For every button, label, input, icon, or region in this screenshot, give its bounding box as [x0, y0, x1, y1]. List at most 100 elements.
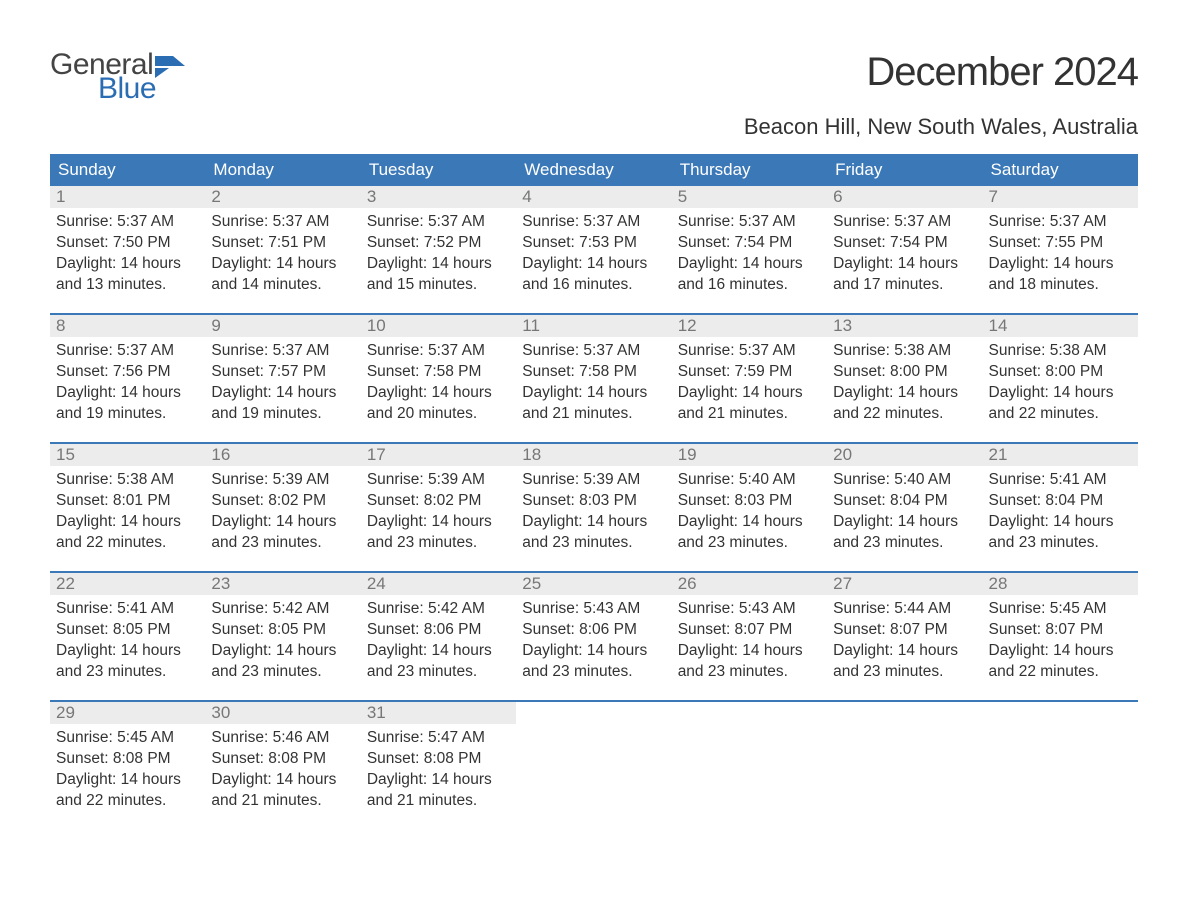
calendar-day-cell: 8Sunrise: 5:37 AMSunset: 7:56 PMDaylight… — [50, 315, 205, 443]
sunset-line: Sunset: 8:07 PM — [678, 620, 821, 641]
sunset-line: Sunset: 7:58 PM — [367, 362, 510, 383]
sunrise-line: Sunrise: 5:43 AM — [678, 599, 821, 620]
calendar-day-cell: 7Sunrise: 5:37 AMSunset: 7:55 PMDaylight… — [983, 186, 1138, 314]
daylight-line: Daylight: 14 hours and 21 minutes. — [211, 770, 354, 812]
day-number: 14 — [983, 315, 1138, 337]
day-number: 6 — [827, 186, 982, 208]
day-details: Sunrise: 5:41 AMSunset: 8:05 PMDaylight:… — [50, 595, 205, 687]
day-number: 1 — [50, 186, 205, 208]
day-details: Sunrise: 5:37 AMSunset: 7:50 PMDaylight:… — [50, 208, 205, 300]
calendar-day-cell: 16Sunrise: 5:39 AMSunset: 8:02 PMDayligh… — [205, 444, 360, 572]
day-number: 21 — [983, 444, 1138, 466]
sunrise-line: Sunrise: 5:37 AM — [522, 341, 665, 362]
day-number: 11 — [516, 315, 671, 337]
daylight-line: Daylight: 14 hours and 13 minutes. — [56, 254, 199, 296]
sunrise-line: Sunrise: 5:41 AM — [989, 470, 1132, 491]
daylight-line: Daylight: 14 hours and 21 minutes. — [522, 383, 665, 425]
sunrise-line: Sunrise: 5:44 AM — [833, 599, 976, 620]
day-details: Sunrise: 5:37 AMSunset: 7:55 PMDaylight:… — [983, 208, 1138, 300]
calendar-day-cell: 11Sunrise: 5:37 AMSunset: 7:58 PMDayligh… — [516, 315, 671, 443]
sunrise-line: Sunrise: 5:40 AM — [678, 470, 821, 491]
header: General Blue December 2024 — [50, 50, 1138, 104]
calendar-day-cell — [672, 702, 827, 830]
daylight-line: Daylight: 14 hours and 21 minutes. — [367, 770, 510, 812]
logo: General Blue — [50, 50, 185, 104]
sunset-line: Sunset: 8:05 PM — [56, 620, 199, 641]
sunset-line: Sunset: 7:58 PM — [522, 362, 665, 383]
daylight-line: Daylight: 14 hours and 23 minutes. — [367, 641, 510, 683]
day-number: 9 — [205, 315, 360, 337]
day-number: 20 — [827, 444, 982, 466]
weekday-header: Thursday — [672, 154, 827, 186]
sunrise-line: Sunrise: 5:37 AM — [56, 212, 199, 233]
day-details: Sunrise: 5:37 AMSunset: 7:58 PMDaylight:… — [361, 337, 516, 429]
daylight-line: Daylight: 14 hours and 23 minutes. — [678, 512, 821, 554]
sunrise-line: Sunrise: 5:37 AM — [367, 212, 510, 233]
sunset-line: Sunset: 7:50 PM — [56, 233, 199, 254]
calendar-day-cell: 4Sunrise: 5:37 AMSunset: 7:53 PMDaylight… — [516, 186, 671, 314]
sunrise-line: Sunrise: 5:38 AM — [989, 341, 1132, 362]
sunrise-line: Sunrise: 5:45 AM — [56, 728, 199, 749]
day-number: 30 — [205, 702, 360, 724]
sunrise-line: Sunrise: 5:37 AM — [211, 341, 354, 362]
sunrise-line: Sunrise: 5:39 AM — [211, 470, 354, 491]
day-details: Sunrise: 5:37 AMSunset: 7:51 PMDaylight:… — [205, 208, 360, 300]
daylight-line: Daylight: 14 hours and 22 minutes. — [56, 770, 199, 812]
day-details: Sunrise: 5:37 AMSunset: 7:56 PMDaylight:… — [50, 337, 205, 429]
sunset-line: Sunset: 8:02 PM — [367, 491, 510, 512]
daylight-line: Daylight: 14 hours and 22 minutes. — [989, 641, 1132, 683]
sunset-line: Sunset: 8:07 PM — [989, 620, 1132, 641]
day-number: 18 — [516, 444, 671, 466]
sunrise-line: Sunrise: 5:37 AM — [678, 341, 821, 362]
day-number: 25 — [516, 573, 671, 595]
day-number: 7 — [983, 186, 1138, 208]
day-details: Sunrise: 5:39 AMSunset: 8:02 PMDaylight:… — [361, 466, 516, 558]
calendar-day-cell: 22Sunrise: 5:41 AMSunset: 8:05 PMDayligh… — [50, 573, 205, 701]
sunset-line: Sunset: 7:53 PM — [522, 233, 665, 254]
daylight-line: Daylight: 14 hours and 22 minutes. — [833, 383, 976, 425]
day-number: 27 — [827, 573, 982, 595]
day-details: Sunrise: 5:37 AMSunset: 7:54 PMDaylight:… — [672, 208, 827, 300]
weekday-header-row: Sunday Monday Tuesday Wednesday Thursday… — [50, 154, 1138, 186]
daylight-line: Daylight: 14 hours and 16 minutes. — [522, 254, 665, 296]
sunset-line: Sunset: 8:08 PM — [56, 749, 199, 770]
calendar-week-row: 1Sunrise: 5:37 AMSunset: 7:50 PMDaylight… — [50, 186, 1138, 314]
day-details: Sunrise: 5:40 AMSunset: 8:03 PMDaylight:… — [672, 466, 827, 558]
calendar-day-cell: 15Sunrise: 5:38 AMSunset: 8:01 PMDayligh… — [50, 444, 205, 572]
day-details: Sunrise: 5:37 AMSunset: 7:52 PMDaylight:… — [361, 208, 516, 300]
sunrise-line: Sunrise: 5:43 AM — [522, 599, 665, 620]
calendar-day-cell: 23Sunrise: 5:42 AMSunset: 8:05 PMDayligh… — [205, 573, 360, 701]
calendar-week-row: 29Sunrise: 5:45 AMSunset: 8:08 PMDayligh… — [50, 702, 1138, 830]
sunset-line: Sunset: 7:55 PM — [989, 233, 1132, 254]
day-details: Sunrise: 5:42 AMSunset: 8:05 PMDaylight:… — [205, 595, 360, 687]
day-details: Sunrise: 5:44 AMSunset: 8:07 PMDaylight:… — [827, 595, 982, 687]
day-number: 3 — [361, 186, 516, 208]
daylight-line: Daylight: 14 hours and 23 minutes. — [367, 512, 510, 554]
daylight-line: Daylight: 14 hours and 23 minutes. — [211, 512, 354, 554]
calendar-day-cell: 21Sunrise: 5:41 AMSunset: 8:04 PMDayligh… — [983, 444, 1138, 572]
daylight-line: Daylight: 14 hours and 19 minutes. — [211, 383, 354, 425]
sunrise-line: Sunrise: 5:37 AM — [367, 341, 510, 362]
day-details: Sunrise: 5:42 AMSunset: 8:06 PMDaylight:… — [361, 595, 516, 687]
daylight-line: Daylight: 14 hours and 14 minutes. — [211, 254, 354, 296]
sunrise-line: Sunrise: 5:39 AM — [522, 470, 665, 491]
calendar-day-cell: 19Sunrise: 5:40 AMSunset: 8:03 PMDayligh… — [672, 444, 827, 572]
sunrise-line: Sunrise: 5:37 AM — [522, 212, 665, 233]
calendar-day-cell: 10Sunrise: 5:37 AMSunset: 7:58 PMDayligh… — [361, 315, 516, 443]
calendar-day-cell — [827, 702, 982, 830]
calendar-week-row: 15Sunrise: 5:38 AMSunset: 8:01 PMDayligh… — [50, 444, 1138, 572]
sunset-line: Sunset: 7:57 PM — [211, 362, 354, 383]
sunset-line: Sunset: 8:00 PM — [833, 362, 976, 383]
day-details: Sunrise: 5:37 AMSunset: 7:54 PMDaylight:… — [827, 208, 982, 300]
daylight-line: Daylight: 14 hours and 20 minutes. — [367, 383, 510, 425]
calendar-day-cell: 3Sunrise: 5:37 AMSunset: 7:52 PMDaylight… — [361, 186, 516, 314]
day-details: Sunrise: 5:37 AMSunset: 7:57 PMDaylight:… — [205, 337, 360, 429]
calendar-day-cell: 29Sunrise: 5:45 AMSunset: 8:08 PMDayligh… — [50, 702, 205, 830]
day-details: Sunrise: 5:37 AMSunset: 7:58 PMDaylight:… — [516, 337, 671, 429]
calendar-day-cell: 18Sunrise: 5:39 AMSunset: 8:03 PMDayligh… — [516, 444, 671, 572]
weekday-header: Saturday — [983, 154, 1138, 186]
weekday-header: Tuesday — [361, 154, 516, 186]
calendar-day-cell: 27Sunrise: 5:44 AMSunset: 8:07 PMDayligh… — [827, 573, 982, 701]
day-number: 15 — [50, 444, 205, 466]
sunset-line: Sunset: 7:54 PM — [678, 233, 821, 254]
